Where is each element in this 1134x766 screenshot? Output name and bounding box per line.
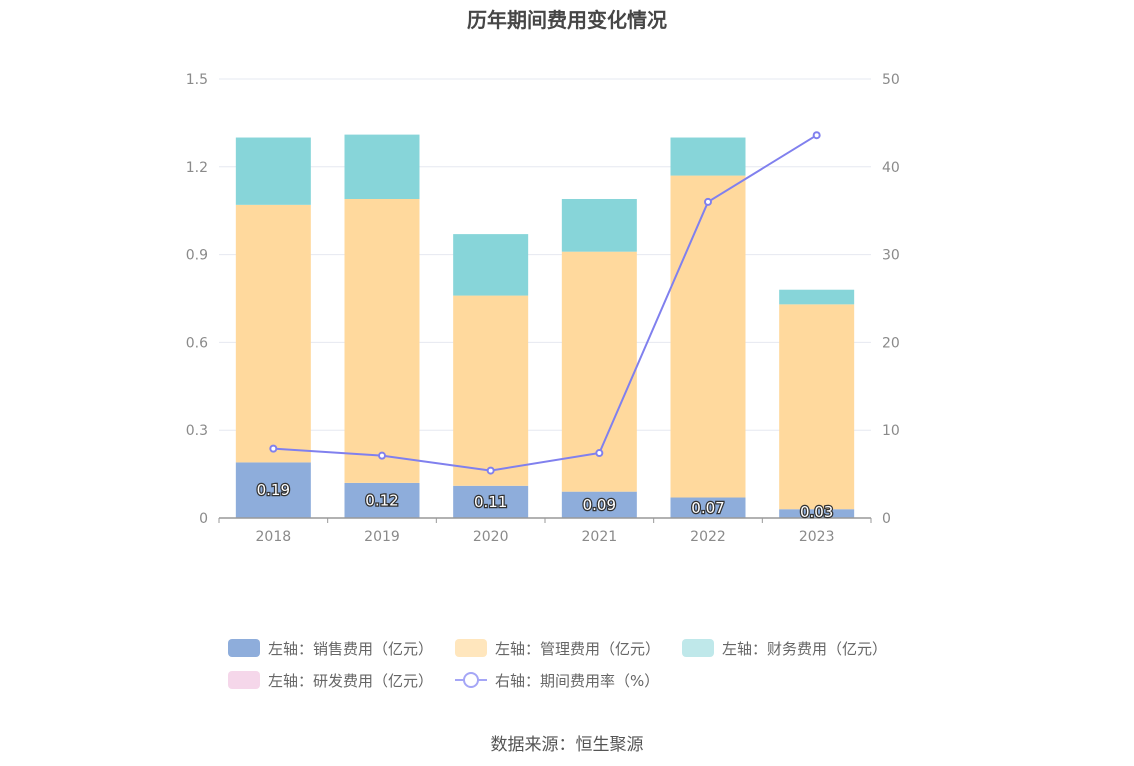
bar-segment-2 xyxy=(344,134,420,199)
sales-data-label: 0.03 xyxy=(800,503,833,521)
rate-point xyxy=(378,451,386,460)
left-axis-tick: 1.5 xyxy=(186,72,208,88)
legend-swatch-sales xyxy=(228,639,260,657)
sales-data-label: 0.19 xyxy=(257,481,290,499)
left-axis-tick: 1.2 xyxy=(186,160,208,176)
left-axis-tick: 0 xyxy=(199,511,208,527)
bar-segment-0 xyxy=(561,491,637,518)
legend-label-finance: 左轴：财务费用（亿元） xyxy=(722,639,888,658)
x-axis-tick: 2019 xyxy=(364,529,400,545)
legend-item-rate[interactable]: 右轴：期间费用率（%） xyxy=(455,670,659,691)
legend-item-sales[interactable]: 左轴：销售费用（亿元） xyxy=(228,638,433,659)
x-axis-tick: 2023 xyxy=(799,529,835,545)
rate-point xyxy=(486,466,495,475)
left-axis-tick: 0.9 xyxy=(186,248,208,264)
bar-segment-1 xyxy=(344,198,420,483)
bar-segment-0 xyxy=(453,485,529,518)
left-axis-tick: 0.3 xyxy=(186,423,208,439)
sales-data-label: 0.11 xyxy=(474,493,507,511)
rate-line xyxy=(273,134,818,472)
legend-label-sales: 左轴：销售费用（亿元） xyxy=(268,639,434,658)
x-axis-tick: 2018 xyxy=(256,529,292,545)
x-axis-tick: 2022 xyxy=(690,529,726,545)
legend-line-icon xyxy=(455,671,488,689)
chart-title: 历年期间费用变化情况 xyxy=(467,8,667,32)
rate-point xyxy=(704,197,712,206)
bar-segment-1 xyxy=(235,204,311,463)
bar-segment-2 xyxy=(670,137,746,176)
bar-segment-0 xyxy=(670,497,746,518)
bar-segment-2 xyxy=(779,289,855,305)
legend-label-rnd: 左轴：研发费用（亿元） xyxy=(268,671,434,690)
rate-point xyxy=(269,444,278,453)
sales-data-label: 0.12 xyxy=(365,491,398,509)
legend-swatch-admin xyxy=(455,639,488,657)
legend-label-admin: 左轴：管理费用（亿元） xyxy=(495,639,661,658)
bar-segment-1 xyxy=(453,295,529,486)
left-axis-tick: 0.6 xyxy=(186,335,208,351)
right-axis-tick: 40 xyxy=(882,160,900,176)
legend-item-admin[interactable]: 左轴：管理费用（亿元） xyxy=(455,638,660,659)
chart-canvas: 0 0.3 0.6 0.9 1.2 1.5 0 10 20 30 40 50 2018 2019 2020 2… xyxy=(186,72,900,545)
right-axis-tick: 30 xyxy=(882,248,900,264)
right-axis-tick: 20 xyxy=(882,335,900,351)
rate-point xyxy=(595,449,604,458)
bar-segment-2 xyxy=(453,234,529,296)
bar-segment-2 xyxy=(561,198,637,252)
bar-segment-1 xyxy=(670,175,746,498)
sales-data-label: 0.09 xyxy=(583,496,616,514)
legend-label-rate: 右轴：期间费用率（%） xyxy=(495,671,660,690)
legend-swatch-rnd xyxy=(228,671,260,689)
bar-segment-0 xyxy=(235,462,311,518)
right-axis-tick: 0 xyxy=(882,511,891,527)
right-axis-tick: 50 xyxy=(882,72,900,88)
x-axis-tick: 2020 xyxy=(473,529,509,545)
bar-segment-0 xyxy=(344,482,420,518)
data-source: 数据来源：恒生聚源 xyxy=(490,735,644,755)
bar-segment-0 xyxy=(779,509,855,518)
legend: 左轴：销售费用（亿元） 左轴：管理费用（亿元） 左轴：财务费用（亿元） 左轴：研… xyxy=(228,632,928,696)
x-axis-tick: 2021 xyxy=(582,529,618,545)
bar-segment-2 xyxy=(235,137,311,205)
rate-point xyxy=(812,131,821,140)
legend-item-rnd[interactable]: 左轴：研发费用（亿元） xyxy=(228,670,433,691)
sales-data-label: 0.07 xyxy=(691,499,724,517)
legend-item-finance[interactable]: 左轴：财务费用（亿元） xyxy=(682,638,887,659)
bar-segment-1 xyxy=(779,304,855,510)
right-axis-tick: 10 xyxy=(882,423,900,439)
legend-swatch-finance xyxy=(682,639,715,657)
